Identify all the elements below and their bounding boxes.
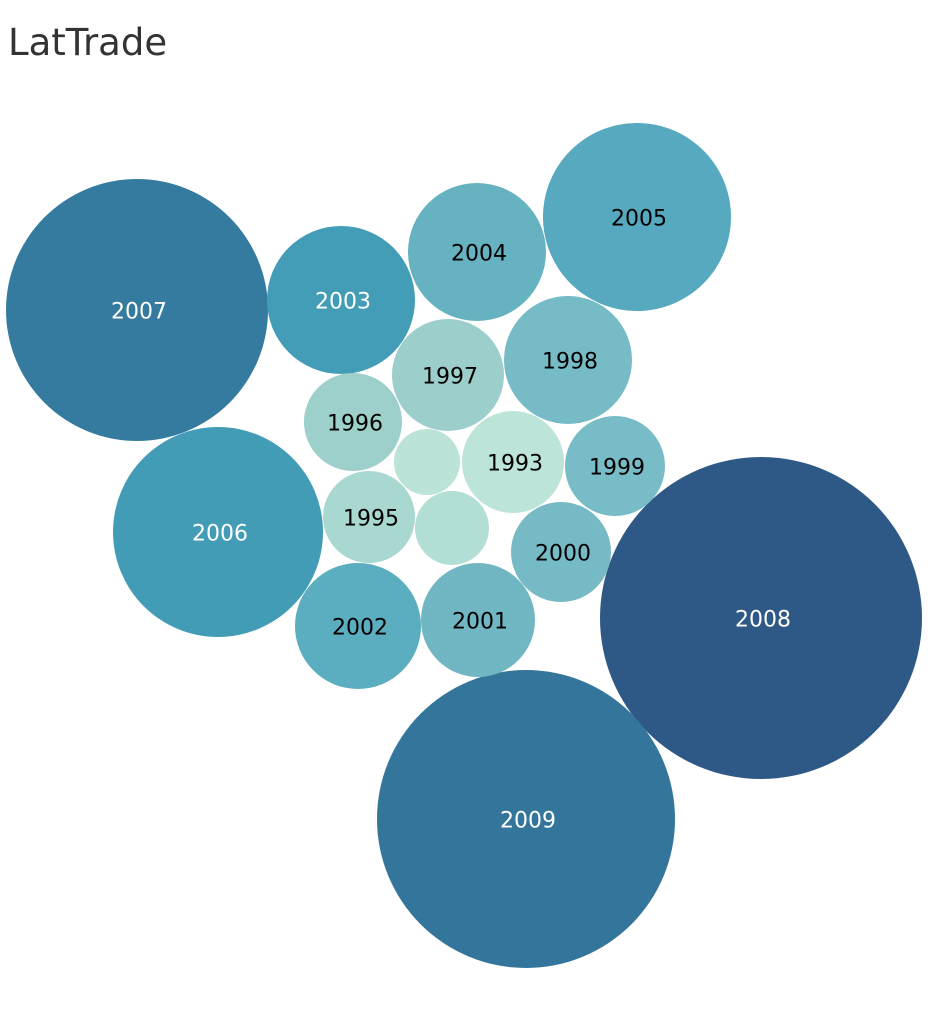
bubble-circle[interactable] xyxy=(421,563,535,677)
bubble-label: 1997 xyxy=(422,365,478,390)
bubble-circle[interactable] xyxy=(392,319,504,431)
chart-title: LatTrade xyxy=(8,21,168,64)
bubble-circle[interactable] xyxy=(6,179,268,441)
bubble-circle[interactable] xyxy=(462,411,564,513)
bubble-label: 2007 xyxy=(111,300,167,325)
bubble-label: 2002 xyxy=(332,616,388,641)
bubble[interactable]: 1995 xyxy=(323,471,415,563)
bubble-circle[interactable] xyxy=(600,457,922,779)
bubble[interactable]: 1996 xyxy=(304,373,402,471)
bubble-circle[interactable] xyxy=(511,502,611,602)
bubble[interactable]: 2006 xyxy=(113,427,323,637)
bubble-circle[interactable] xyxy=(377,670,675,968)
bubble[interactable]: 1997 xyxy=(392,319,504,431)
bubble-circle[interactable] xyxy=(543,123,731,311)
bubble-circle[interactable] xyxy=(323,471,415,563)
bubble[interactable]: 2001 xyxy=(421,563,535,677)
bubble[interactable]: 2003 xyxy=(267,226,415,374)
bubble-label: 2001 xyxy=(452,610,508,635)
bubble-circle[interactable] xyxy=(415,491,489,565)
bubble[interactable] xyxy=(394,429,460,495)
bubble-label: 2000 xyxy=(535,542,591,567)
bubble[interactable]: 1993 xyxy=(462,411,564,513)
bubble-circle[interactable] xyxy=(394,429,460,495)
bubble[interactable]: 2007 xyxy=(6,179,268,441)
bubble[interactable]: 1999 xyxy=(565,416,665,516)
bubble-circle[interactable] xyxy=(504,296,632,424)
bubble-label: 2006 xyxy=(192,522,248,547)
bubble-label: 1999 xyxy=(589,456,645,481)
bubbles-layer: 2008 2009 2007 2006 2005 2003 2004 1998 2002 2001… xyxy=(6,123,922,968)
bubble[interactable]: 2002 xyxy=(295,563,421,689)
bubble[interactable]: 1998 xyxy=(504,296,632,424)
bubble-label: 2003 xyxy=(315,290,371,315)
bubble-circle[interactable] xyxy=(408,183,546,321)
bubble[interactable]: 2000 xyxy=(511,502,611,602)
bubble[interactable]: 2005 xyxy=(543,123,731,311)
bubble-circle[interactable] xyxy=(113,427,323,637)
bubble-label: 1995 xyxy=(343,507,399,532)
bubble[interactable]: 2008 xyxy=(600,457,922,779)
bubble[interactable] xyxy=(415,491,489,565)
bubble-label: 2008 xyxy=(735,608,791,633)
bubble-label: 2009 xyxy=(500,809,556,834)
bubble-circle[interactable] xyxy=(295,563,421,689)
bubble-label: 1998 xyxy=(542,350,598,375)
bubble-circle[interactable] xyxy=(267,226,415,374)
bubble[interactable]: 2009 xyxy=(377,670,675,968)
bubble-label: 2005 xyxy=(611,207,667,232)
bubble-label: 1996 xyxy=(327,412,383,437)
bubble-circle[interactable] xyxy=(304,373,402,471)
bubble-label: 1993 xyxy=(487,452,543,477)
bubble[interactable]: 2004 xyxy=(408,183,546,321)
bubble-circle[interactable] xyxy=(565,416,665,516)
bubble-label: 2004 xyxy=(451,242,507,267)
